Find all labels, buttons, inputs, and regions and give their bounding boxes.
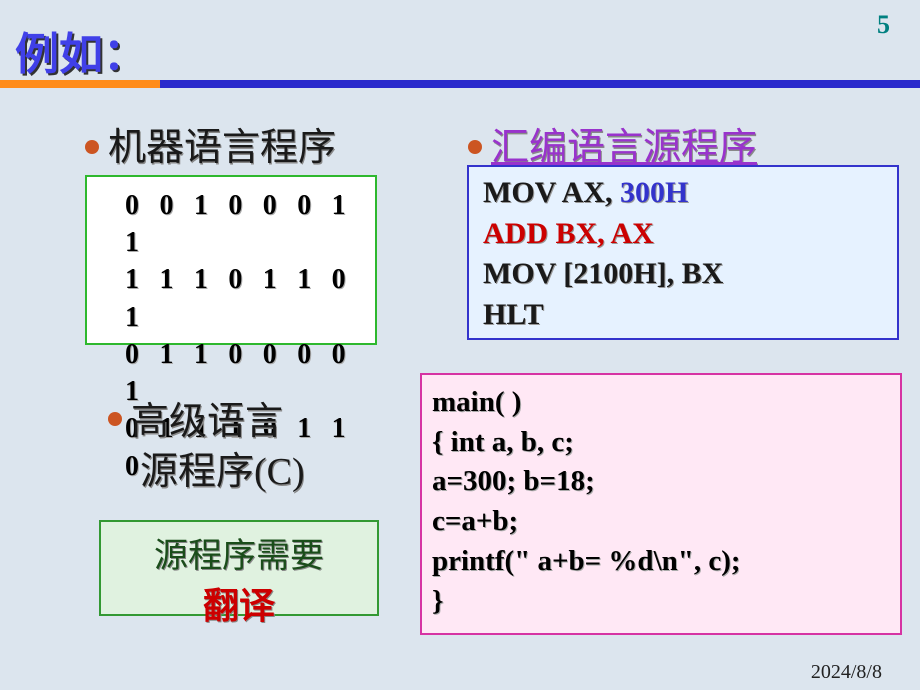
code-line: printf(" a+b= %d\n", c); xyxy=(432,542,900,582)
heading-high-level-language-l2: 源程序(C) xyxy=(140,440,305,495)
asm-line: HLT xyxy=(483,295,897,336)
binary-line: 1 1 1 0 1 1 0 1 xyxy=(125,261,375,335)
slide-title: 例如： xyxy=(15,18,147,82)
bullet-icon xyxy=(85,140,99,154)
code-line: a=300; b=18; xyxy=(432,462,900,502)
code-line: { int a, b, c; xyxy=(432,423,900,463)
heading-assembly-language: 汇编语言源程序 xyxy=(491,116,757,171)
asm-line: ADD BX, AX xyxy=(483,214,897,255)
asm-line: MOV [2100H], BX xyxy=(483,254,897,295)
bullet-icon xyxy=(468,140,482,154)
binary-line: 0 0 1 0 0 0 1 1 xyxy=(125,187,375,261)
page-number: 5 xyxy=(877,10,890,40)
heading-machine-language: 机器语言程序 xyxy=(108,116,336,171)
asm-line: MOV AX, 300H xyxy=(483,173,897,214)
note-line-1: 源程序需要 xyxy=(101,528,377,577)
note-line-2: 翻译 xyxy=(101,577,377,629)
slide-date: 2024/8/8 xyxy=(811,661,882,684)
code-line: c=a+b; xyxy=(432,502,900,542)
heading-high-level-language-l1: 高级语言 xyxy=(131,390,283,445)
assembly-code-content: MOV AX, 300H ADD BX, AX MOV [2100H], BX … xyxy=(469,167,897,335)
code-line: } xyxy=(432,582,900,622)
bullet-icon xyxy=(108,412,122,426)
c-code-box: main( ) { int a, b, c; a=300; b=18; c=a+… xyxy=(420,373,902,635)
title-underline xyxy=(0,80,920,88)
translation-note-box: 源程序需要 翻译 xyxy=(99,520,379,616)
code-line: main( ) xyxy=(432,383,900,423)
machine-code-box: 0 0 1 0 0 0 1 1 1 1 1 0 1 1 0 1 0 1 1 0 … xyxy=(85,175,377,345)
c-code-content: main( ) { int a, b, c; a=300; b=18; c=a+… xyxy=(422,375,900,621)
assembly-code-box: MOV AX, 300H ADD BX, AX MOV [2100H], BX … xyxy=(467,165,899,340)
